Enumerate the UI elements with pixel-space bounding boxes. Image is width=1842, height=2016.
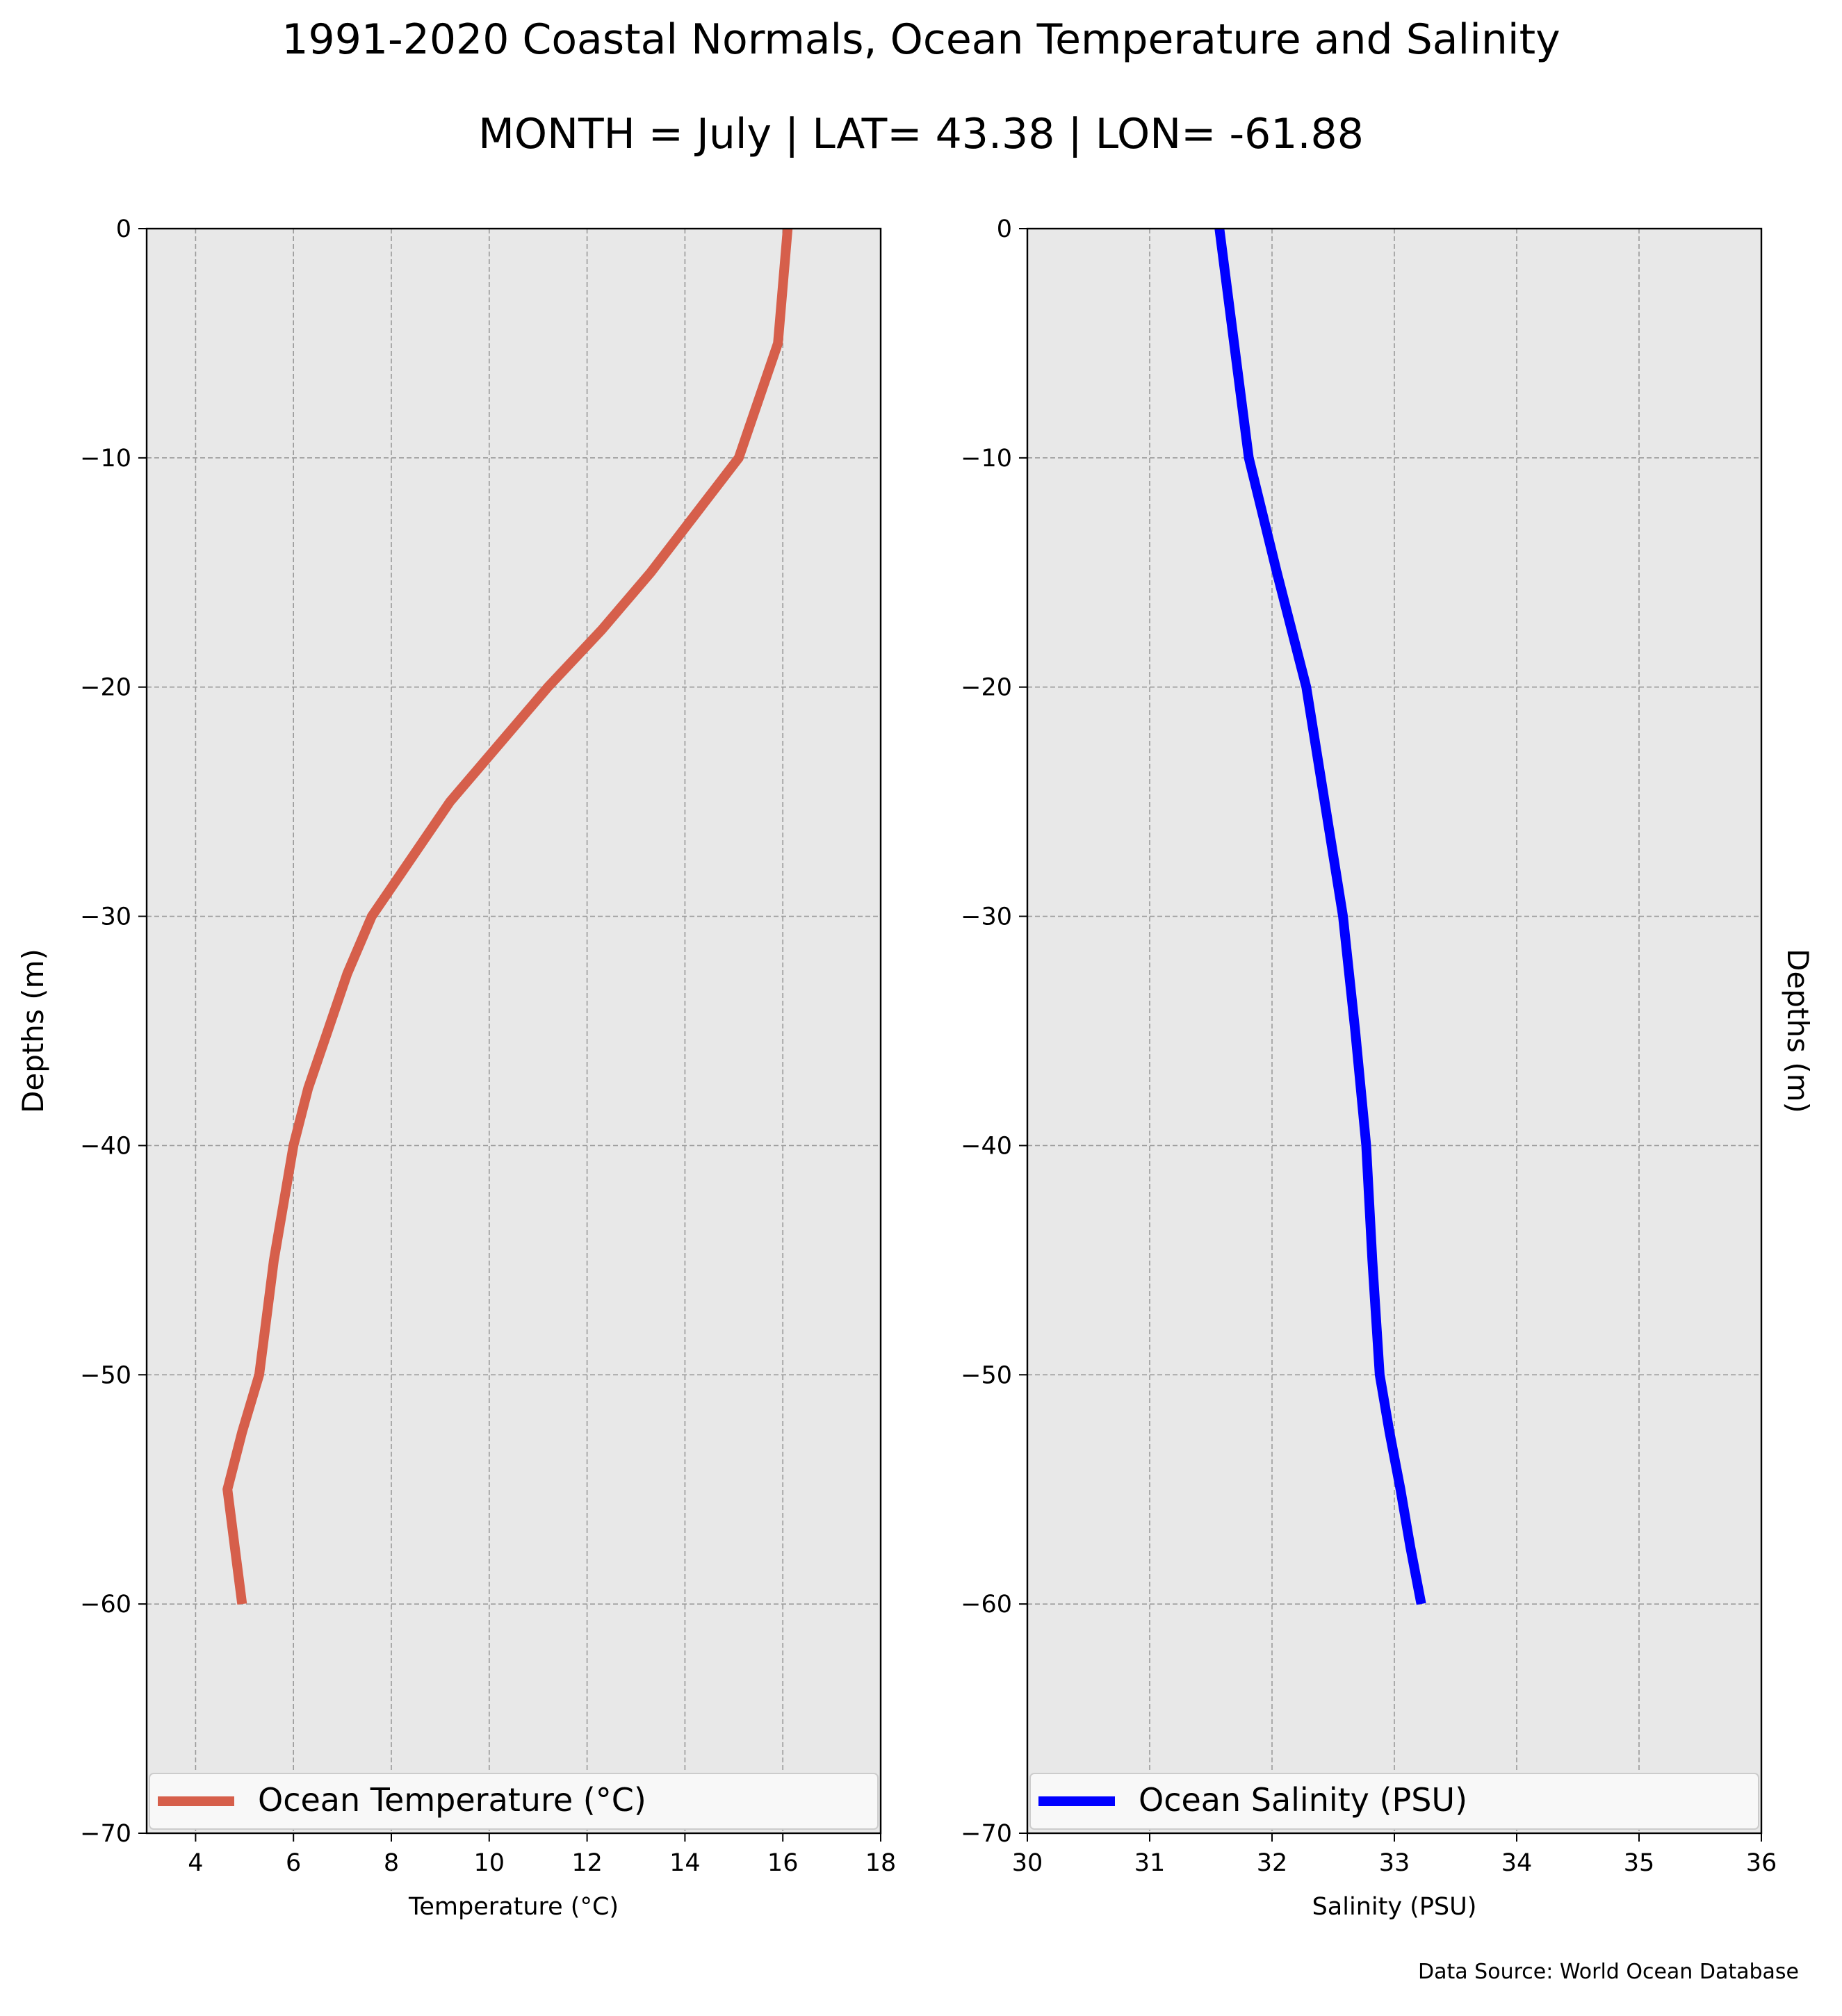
y-tick-label: −70 (80, 1820, 131, 1848)
legend-label: Ocean Temperature (°C) (258, 1781, 646, 1819)
series-line (222, 228, 793, 1605)
temperature-panel: 4 6 8 10 12 14 16 18 0 −10 −20 −30 −40 −50 −60 −70 Tempe… (16, 215, 896, 1921)
x-tick-label: 18 (865, 1849, 897, 1877)
axes-frame (145, 227, 882, 1835)
x-tick-label: 32 (1257, 1849, 1288, 1877)
x-tick-label: 14 (669, 1849, 701, 1877)
y-tick-label: −50 (961, 1361, 1012, 1389)
y-tick-label: −10 (961, 445, 1012, 473)
plot-area (1027, 229, 1761, 1833)
chart-title: 1991-2020 Coastal Normals, Ocean Tempera… (282, 15, 1560, 64)
data-source-note: Data Source: World Ocean Database (1418, 1960, 1799, 1984)
x-tick-label: 33 (1379, 1849, 1410, 1877)
plot-area (147, 229, 881, 1833)
y-tick-label: −60 (961, 1591, 1012, 1618)
legend-label: Ocean Salinity (PSU) (1139, 1781, 1467, 1819)
x-tick-label: 35 (1624, 1849, 1655, 1877)
y-tick-label: −20 (961, 674, 1012, 702)
y-tick-label: 0 (997, 215, 1012, 243)
x-tick-label: 12 (571, 1849, 603, 1877)
chart-subtitle: MONTH = July | LAT= 43.38 | LON= -61.88 (478, 110, 1364, 158)
y-axis-label: Depths (m) (1781, 949, 1815, 1113)
y-tick-label: 0 (116, 215, 131, 243)
y-tick-label: −40 (961, 1132, 1012, 1160)
salinity-panel: 30 31 32 33 34 35 36 0 −10 −20 −30 −40 −50 −60 −70 Sali… (961, 215, 1815, 1921)
y-tick-label: −10 (80, 445, 131, 473)
x-tick-label: 31 (1134, 1849, 1166, 1877)
x-tick-label: 6 (286, 1849, 301, 1877)
y-tick-label: −30 (80, 903, 131, 931)
legend: Ocean Salinity (PSU) (1029, 1773, 1759, 1830)
y-tick-label: −60 (80, 1591, 131, 1618)
x-tick-label: 30 (1012, 1849, 1043, 1877)
legend-box (149, 1773, 879, 1830)
y-tick-label: −40 (80, 1132, 131, 1160)
x-axis-label: Salinity (PSU) (1312, 1893, 1477, 1921)
y-tick-label: −30 (961, 903, 1012, 931)
legend-box (1029, 1773, 1759, 1830)
x-tick-label: 10 (474, 1849, 505, 1877)
x-tick-label: 8 (384, 1849, 399, 1877)
x-axis-label: Temperature (°C) (408, 1893, 619, 1921)
legend: Ocean Temperature (°C) (149, 1773, 879, 1830)
x-tick-label: 36 (1746, 1849, 1777, 1877)
y-axis-label: Depths (m) (16, 949, 50, 1113)
series-line (1214, 228, 1426, 1605)
y-tick-label: −20 (80, 674, 131, 702)
x-tick-label: 34 (1501, 1849, 1533, 1877)
y-tick-label: −50 (80, 1361, 131, 1389)
x-tick-label: 4 (188, 1849, 203, 1877)
x-tick-label: 16 (767, 1849, 799, 1877)
y-tick-label: −70 (961, 1820, 1012, 1848)
